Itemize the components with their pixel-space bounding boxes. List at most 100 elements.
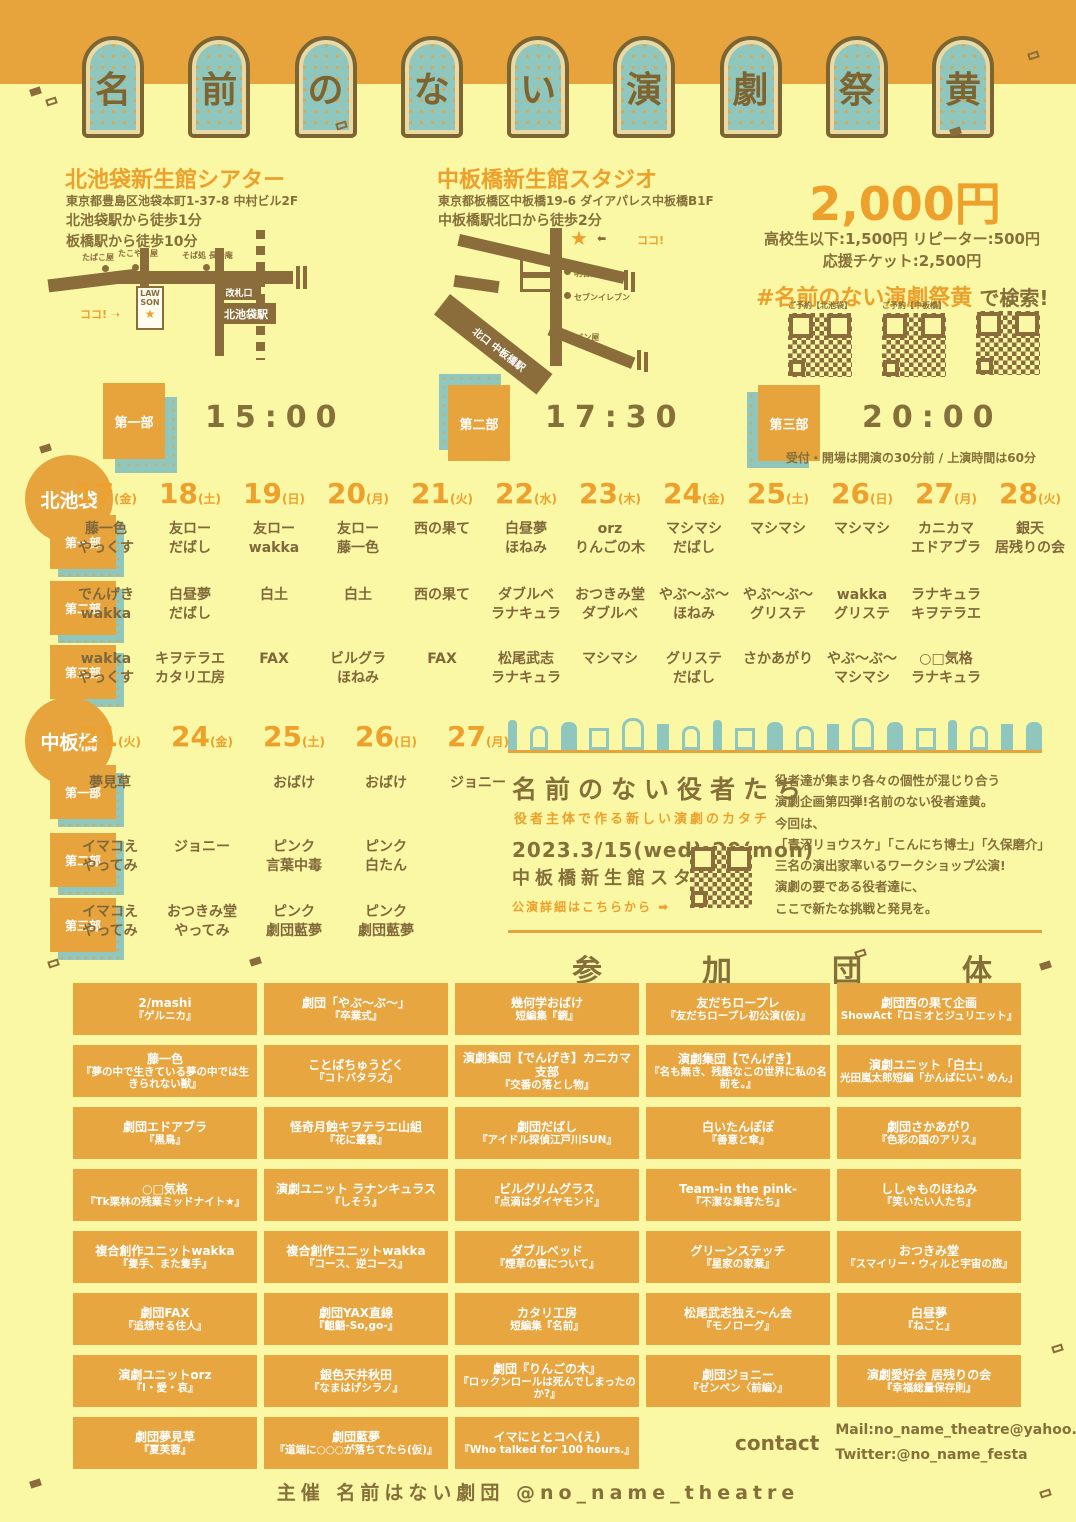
date-header: 25(土) xyxy=(263,720,325,753)
group-box: ビルグリムグラス 『点滴はダイヤモンド』 xyxy=(455,1169,639,1221)
group-box: 劇団エドアブラ 『黒鳥』 xyxy=(73,1107,257,1159)
schedule-cell: wakka グリステ xyxy=(834,587,890,622)
group-box: 劇団さかあがり 『色彩の国のアリス』 xyxy=(837,1107,1021,1159)
door-icon xyxy=(796,726,815,750)
schedule-cell: 西の果て xyxy=(414,587,470,603)
hashtag-search: #名前のない演劇祭黄 で検索! xyxy=(756,286,1049,311)
group-box: おつきみ堂 『スマイリー・ウィルと宇宙の旅』 xyxy=(837,1231,1021,1283)
door-icon xyxy=(915,728,936,750)
door-icon xyxy=(734,728,755,750)
schedule-cell: 藤一色 やっくす xyxy=(78,521,134,556)
group-box: 銀色天井秋田 『なまはげシラノ』 xyxy=(264,1355,448,1407)
schedule-cell: やぶ〜ぶ〜 グリステ xyxy=(743,587,813,622)
door-icon xyxy=(657,724,670,750)
schedule-cell: FAX xyxy=(259,651,289,667)
title-arch-window: 前 xyxy=(188,36,251,138)
schedule-cell: マシマシ xyxy=(582,651,638,667)
qr-code xyxy=(788,313,852,377)
schedule-cell: 白昼夢 だばし xyxy=(169,587,211,622)
schedule-cell: ピンク 劇団藍夢 xyxy=(358,904,414,939)
schedule-cell xyxy=(432,903,524,941)
door-icon xyxy=(589,728,610,750)
map-label: そば処 長寿庵 xyxy=(182,251,233,260)
qr-code xyxy=(882,313,946,377)
group-box: グリーンステッチ 『星家の家業』 xyxy=(646,1231,830,1283)
qr-reserve-kita: ご予約【北池袋】 xyxy=(788,300,852,377)
map-dot xyxy=(564,292,571,299)
schedule-cell xyxy=(988,650,1072,688)
title-arch-window: 名 xyxy=(82,36,144,138)
row-tag-part3: 第三部 xyxy=(50,898,124,960)
venue-naka-address: 東京都板橋区中板橋19-6 ダイアパレス中板橋B1F xyxy=(438,194,714,208)
venue-naka-access: 中板橋駅北口から徒歩2分 xyxy=(438,213,602,229)
map-label: セブンイレブン xyxy=(574,293,630,302)
group-box: 怪奇月蝕キヲテラエ山組 『花に叢雲』 xyxy=(264,1107,448,1159)
venue-kita-name: 北池袋新生館シアター xyxy=(65,168,286,193)
date-header: 26(日) xyxy=(355,720,417,753)
schedule-cell: 白昼夢 ほねみ xyxy=(505,521,547,556)
schedule-cell: FAX xyxy=(427,651,457,667)
venue-kita-access: 北池袋駅から徒歩1分 板橋駅から徒歩10分 xyxy=(66,213,202,250)
schedule-kita-row3: wakka やっくす キヲテラエ カタリ工房 FAX ビルグラ ほねみ FAX 松尾武志 … xyxy=(64,650,1072,688)
divider xyxy=(508,750,1042,753)
schedule-cell: orz りんごの木 xyxy=(575,521,645,556)
schedule-cell: wakka やっくす xyxy=(78,651,134,686)
title-arch-window: い xyxy=(507,36,569,138)
map-block xyxy=(520,275,554,292)
schedule-cell: ジョニー xyxy=(174,839,230,855)
door-icon xyxy=(508,720,517,750)
group-box: 劇団「やぶ〜ぶ〜」 『卒業式』 xyxy=(264,983,448,1035)
map-label: パン屋 xyxy=(575,333,600,342)
group-box: 劇団だばし 『アイドル探偵江戸川SUN』 xyxy=(455,1107,639,1159)
date-header: 22(水) xyxy=(495,477,557,510)
schedule-cell: マシマシ xyxy=(834,521,890,537)
map-lawson: LAW SON ★ xyxy=(136,286,164,330)
groups-grid: 2/mashi 『ゲルニカ』 劇団「やぶ〜ぶ〜」 『卒業式』 幾何学おばけ 短編… xyxy=(73,983,1021,1469)
row-tag-part2: 第二部 xyxy=(50,581,124,643)
map-block xyxy=(520,256,554,275)
door-icon xyxy=(948,720,958,750)
schedule-cell: マシマシ だばし xyxy=(666,521,722,556)
ticket-price-sub2: 応援チケット:2,500円 xyxy=(822,252,982,270)
row-tag-part1: 第一部 xyxy=(50,515,124,577)
map-dot xyxy=(564,268,571,275)
map-dot xyxy=(132,264,139,271)
group-box: カタリ工房 短編集『名前』 xyxy=(455,1293,639,1345)
schedule-cell xyxy=(156,774,248,793)
qr-codes: ご予約【北池袋】 ご予約【中板橋】 HP xyxy=(788,300,1040,377)
date-header: 21(火) xyxy=(79,720,141,753)
part2-time: 17:30 xyxy=(545,400,686,435)
venue-kita-map: たばこ屋 たこやき屋 そば処 長寿庵 LAW SON ★ ココ! ➝ 改札口 北… xyxy=(47,230,405,373)
actors-date: 2023.3/15(wed)-20(mon) xyxy=(512,838,815,862)
schedule-cell: ピンク 言葉中毒 xyxy=(266,839,322,874)
schedule-cell: やぶ〜ぶ〜 マシマシ xyxy=(827,651,897,686)
group-box: 幾何学おばけ 短編集『鏡』 xyxy=(455,983,639,1035)
contact-label: contact xyxy=(735,1431,820,1456)
schedule-cell: 西の果て xyxy=(414,521,470,537)
contact-block: contact Mail:no_name_theatre@yahoo.co.jp… xyxy=(735,1418,1076,1468)
qr-hp: HP xyxy=(976,300,1040,377)
row-tag-part1: 第一部 xyxy=(50,765,124,827)
schedule-naka-row3: イマコえ やってみ おつきみ堂 やってみ ピンク 劇団藍夢 ピンク 劇団藍夢 xyxy=(64,903,524,941)
date-header: 27(月) xyxy=(447,720,509,753)
schedule-cell: ○□気格 ラナキュラ xyxy=(911,651,981,686)
organizer-footer: 主催 名前はない劇団 @no_name_theatre xyxy=(276,1482,800,1504)
actors-paragraph: 役者達が集まり各々の個性が混じり合う 演劇企画第四弾!名前のない役者達黄。 今回… xyxy=(775,773,1051,916)
schedule-cell: ジョニー xyxy=(450,775,506,791)
title-arch-window: の xyxy=(294,36,357,138)
row-tag-part2: 第二部 xyxy=(50,833,124,895)
group-box: 友だちロープレ 『友だちロープレ初公演(仮)』 xyxy=(646,983,830,1035)
qr-reserve-naka: ご予約【中板橋】 xyxy=(882,300,946,377)
schedule-cell: おつきみ堂 やってみ xyxy=(167,904,237,939)
group-box: ことばちゅうどく 『コトバタラズ』 xyxy=(264,1045,448,1097)
group-box: 劇団西の果て企画 ShowAct『ロミオとジュリエット』 xyxy=(837,983,1021,1035)
showtime-note: 受付・開場は開演の30分前 / 上演時間は60分 xyxy=(785,451,1036,465)
confetti xyxy=(1051,1343,1064,1354)
part1-time: 15:00 xyxy=(205,400,346,435)
actors-title: 名前のない役者たち xyxy=(512,775,810,804)
door-icons-row xyxy=(508,712,1042,750)
group-box: 複合創作ユニットwakka 『隻手、また隻手』 xyxy=(73,1231,257,1283)
part3-time: 20:00 xyxy=(862,400,1003,435)
schedule-cell: 松尾武志 ラナキュラ xyxy=(491,651,561,686)
group-box: 劇団夢見草 『夏芙蓉』 xyxy=(73,1417,257,1469)
